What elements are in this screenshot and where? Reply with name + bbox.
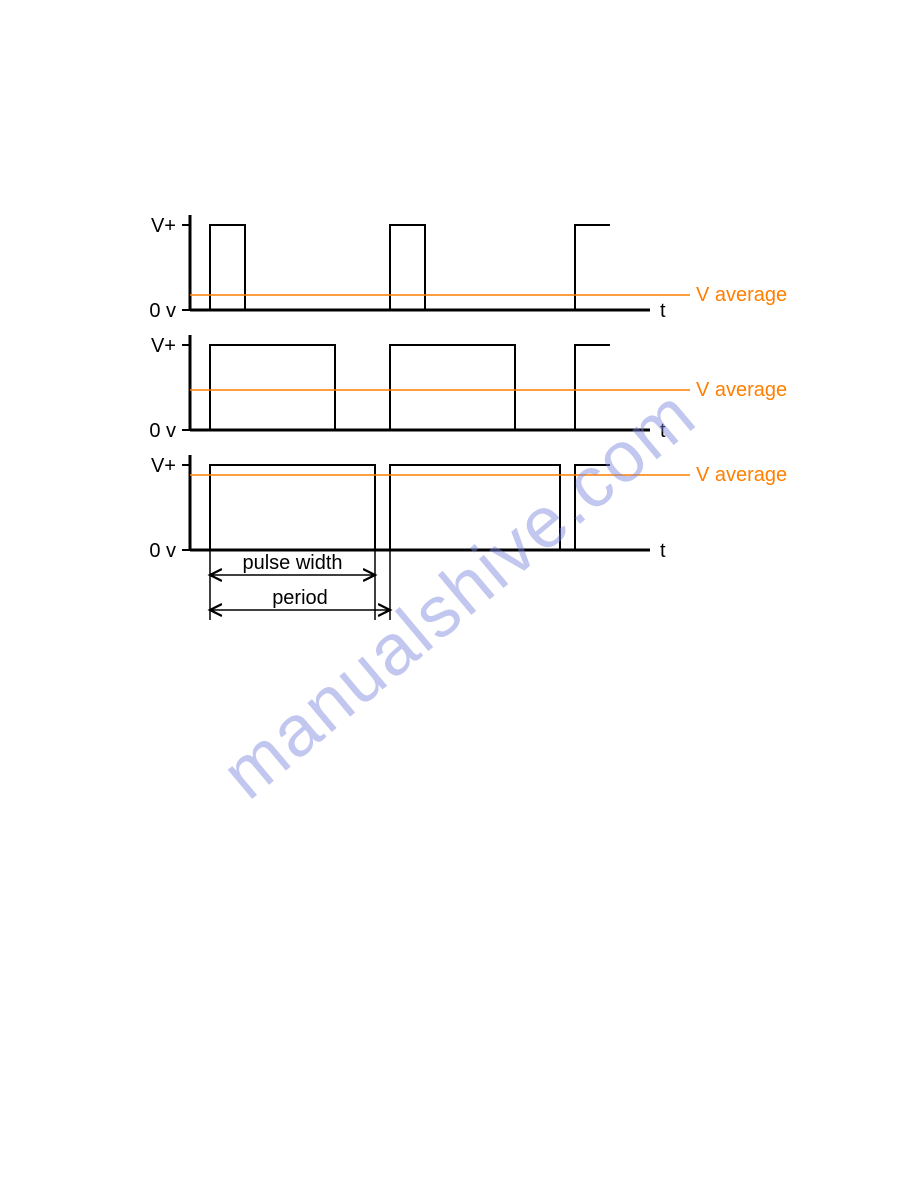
y-bottom-label: 0 v	[149, 540, 176, 562]
v-average-label: V average	[696, 284, 787, 306]
pwm-diagram-container: V+ 0 v t V average V+ 0 v t V average V+ 0 v t V av…	[130, 200, 790, 640]
pulse-waveform	[190, 345, 610, 430]
y-top-label: V+	[151, 215, 176, 237]
pulse-waveform	[190, 465, 610, 550]
v-average-label: V average	[696, 379, 787, 401]
y-bottom-label: 0 v	[149, 420, 176, 442]
x-axis-label: t	[660, 540, 666, 562]
y-top-label: V+	[151, 335, 176, 357]
period-label: period	[272, 587, 328, 609]
pwm-diagram-svg: V+ 0 v t V average V+ 0 v t V average V+ 0 v t V av…	[130, 200, 790, 640]
y-top-label: V+	[151, 455, 176, 477]
pulse-waveform	[190, 225, 610, 310]
x-axis-label: t	[660, 420, 666, 442]
v-average-label: V average	[696, 464, 787, 486]
pulse-width-label: pulse width	[242, 552, 342, 574]
x-axis-label: t	[660, 300, 666, 322]
y-bottom-label: 0 v	[149, 300, 176, 322]
